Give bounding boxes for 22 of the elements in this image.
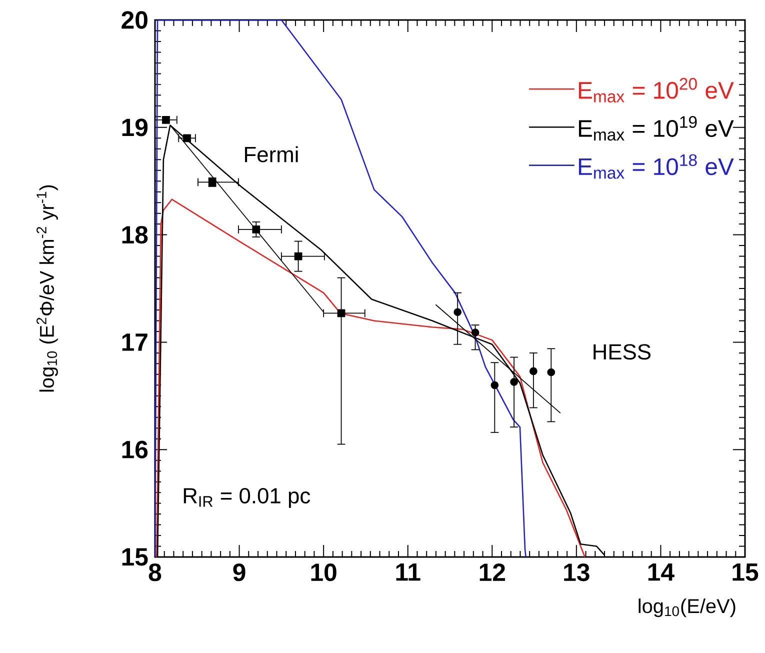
x-tick-label: 13 [564, 564, 590, 582]
x-tick-label: 15 [732, 564, 758, 581]
legend-label: E$_{max}$ = 10$^{20}$ eV [578, 78, 734, 102]
x-tick-label: 10 [311, 564, 336, 582]
y-tick-label: 18 [122, 226, 148, 244]
y-tick-label: 19 [122, 118, 148, 136]
text: log$_{10}$ (E$^{2}$Φ/eV km$^{-2}$ yr$^{-1}$) [36, 185, 58, 392]
x-axis-title: log$_{10}$(E/eV) [638, 598, 736, 618]
x-tick-label: 8 [148, 564, 162, 582]
annotation: Fermi [245, 146, 298, 162]
y-tick-label: 17 [122, 334, 148, 351]
legend-label: E$_{max}$ = 10$^{19}$ eV [578, 116, 734, 141]
y-tick-label: 15 [122, 548, 148, 566]
x-tick-label: 11 [396, 564, 420, 581]
legend-label: E$_{max}$ = 10$^{18}$ eV [578, 154, 734, 179]
y-tick-label: 16 [122, 440, 148, 458]
annotation: R$_{IR}$ = 0.01 pc [184, 488, 310, 508]
annotation: HESS [594, 344, 651, 360]
x-tick-label: 9 [233, 564, 246, 582]
y-tick-label: 20 [122, 11, 148, 29]
x-tick-label: 12 [480, 564, 505, 581]
x-tick-label: 14 [648, 564, 674, 581]
